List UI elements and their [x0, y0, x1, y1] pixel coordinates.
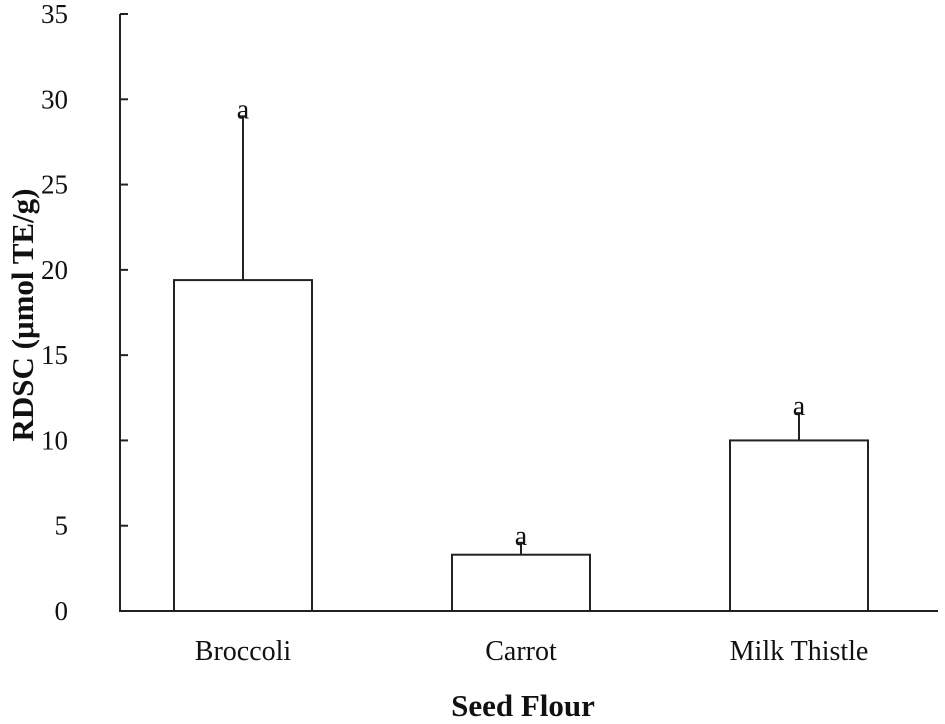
x-tick-label: Broccoli: [195, 636, 292, 667]
y-ticks: 0 5 10 15 20 25 30 35: [41, 0, 128, 626]
y-tick-label: 10: [41, 425, 68, 455]
y-tick-label: 30: [41, 84, 68, 114]
y-axis: 0 5 10 15 20 25 30 35: [41, 0, 128, 626]
y-axis-title: RDSC (μmol TE/g): [5, 189, 40, 442]
significance-label: a: [515, 521, 528, 552]
x-axis-title: Seed Flour: [451, 688, 595, 723]
x-ticks: Broccoli Carrot Milk Thistle: [195, 636, 869, 667]
y-tick-label: 0: [55, 596, 69, 626]
x-axis: Broccoli Carrot Milk Thistle: [119, 610, 938, 667]
bars: a a a: [173, 94, 869, 612]
y-tick-label: 20: [41, 255, 68, 285]
y-tick-label: 15: [41, 340, 68, 370]
y-tick-label: 35: [41, 0, 68, 29]
x-tick-label: Milk Thistle: [730, 636, 869, 667]
significance-label: a: [237, 94, 250, 125]
x-tick-label: Carrot: [485, 636, 557, 667]
bar: [173, 279, 313, 612]
significance-label: a: [793, 391, 806, 422]
bar: [729, 439, 869, 612]
y-tick-label: 25: [41, 170, 68, 200]
y-tick-label: 5: [55, 511, 69, 541]
bar: [451, 553, 591, 612]
